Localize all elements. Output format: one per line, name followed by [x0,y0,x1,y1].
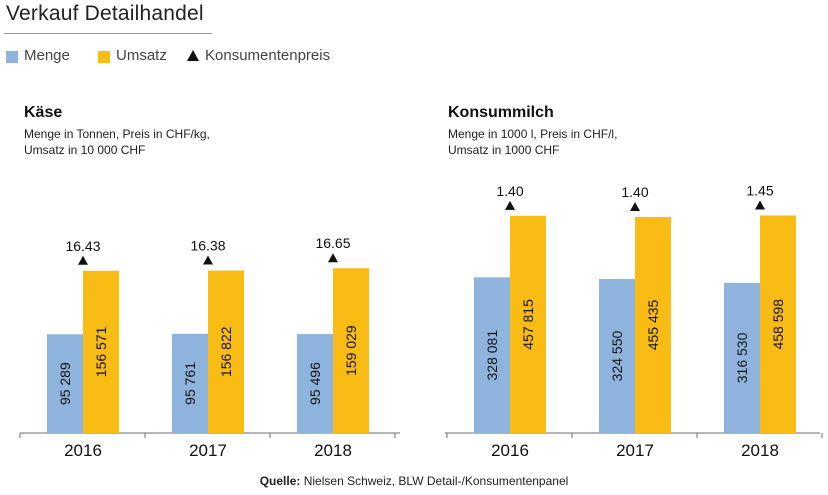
bar-umsatz [83,270,119,433]
price-marker-triangle [755,200,765,210]
source-prefix: Quelle: [259,474,301,488]
triangle-icon [187,50,199,61]
price-label: 1.40 [621,184,648,200]
price-label: 1.45 [746,182,773,198]
chart-subtitle-line: Menge in Tonnen, Preis in CHF/kg, [24,127,210,141]
price-marker-triangle [203,255,213,265]
legend-label-umsatz: Umsatz [116,47,167,64]
bar-data-label: 156 571 [93,326,109,377]
chart-subtitle-kaese: Menge in Tonnen, Preis in CHF/kg, Umsatz… [24,126,284,158]
bar-menge [724,282,760,433]
chart-subtitle-line: Menge in 1000 l, Preis in CHF/l, [448,127,618,141]
x-tick-label: 2018 [741,441,779,460]
x-tick-label: 2018 [314,441,352,460]
bar-data-label: 458 598 [770,299,786,350]
source-note: Quelle: Nielsen Schweiz, BLW Detail-/Kon… [0,474,828,488]
bar-menge [172,333,208,433]
price-label: 16.38 [190,238,225,254]
chart-subtitle-line: Umsatz in 10 000 CHF [24,143,146,157]
x-tick-label: 2016 [491,441,529,460]
x-tick-label: 2016 [64,441,102,460]
price-label: 16.65 [315,235,350,251]
bar-umsatz [208,270,244,433]
price-label: 16.43 [65,238,100,254]
bar-data-label: 159 029 [343,325,359,376]
chart-title-kaese: Käse [24,104,63,121]
price-label: 1.40 [496,183,523,199]
price-marker-triangle [505,200,515,210]
page-title: Verkauf Detailhandel [6,2,204,25]
chart-subtitle-konsummilch: Menge in 1000 l, Preis in CHF/l, Umsatz … [448,126,708,158]
bar-menge [297,334,333,433]
chart-title-konsummilch: Konsummilch [448,104,554,121]
bar-data-label: 95 496 [307,362,323,405]
bar-data-label: 455 435 [645,299,661,350]
x-tick-label: 2017 [189,441,227,460]
bar-umsatz [760,215,796,433]
bar-umsatz [510,215,546,433]
x-tick-label: 2017 [616,441,654,460]
bar-data-label: 95 761 [182,362,198,405]
title-divider [4,33,212,34]
bar-umsatz [333,268,369,433]
chart-subtitle-line: Umsatz in 1000 CHF [448,143,560,157]
legend-label-menge: Menge [24,47,70,64]
bar-data-label: 156 822 [218,326,234,377]
bar-data-label: 95 289 [57,362,73,405]
price-marker-triangle [328,253,338,263]
source-text: Nielsen Schweiz, BLW Detail-/Konsumenten… [303,474,569,488]
bar-data-label: 457 815 [520,299,536,350]
bar-data-label: 324 550 [609,331,625,382]
bar-data-label: 316 530 [734,332,750,383]
price-marker-triangle [630,201,640,211]
legend-swatch-menge [6,51,18,63]
bar-umsatz [635,216,671,433]
price-marker-triangle [78,255,88,265]
bar-menge [474,277,510,433]
bar-charts: 95 289 156 571 16.43 2016 95 761 156 822 16.38… [19,182,823,460]
legend-swatch-umsatz [98,51,110,63]
bar-menge [47,334,83,433]
legend-label-konsumentenpreis: Konsumentenpreis [205,47,331,64]
bar-data-label: 328 081 [484,330,500,381]
bar-menge [599,279,635,433]
